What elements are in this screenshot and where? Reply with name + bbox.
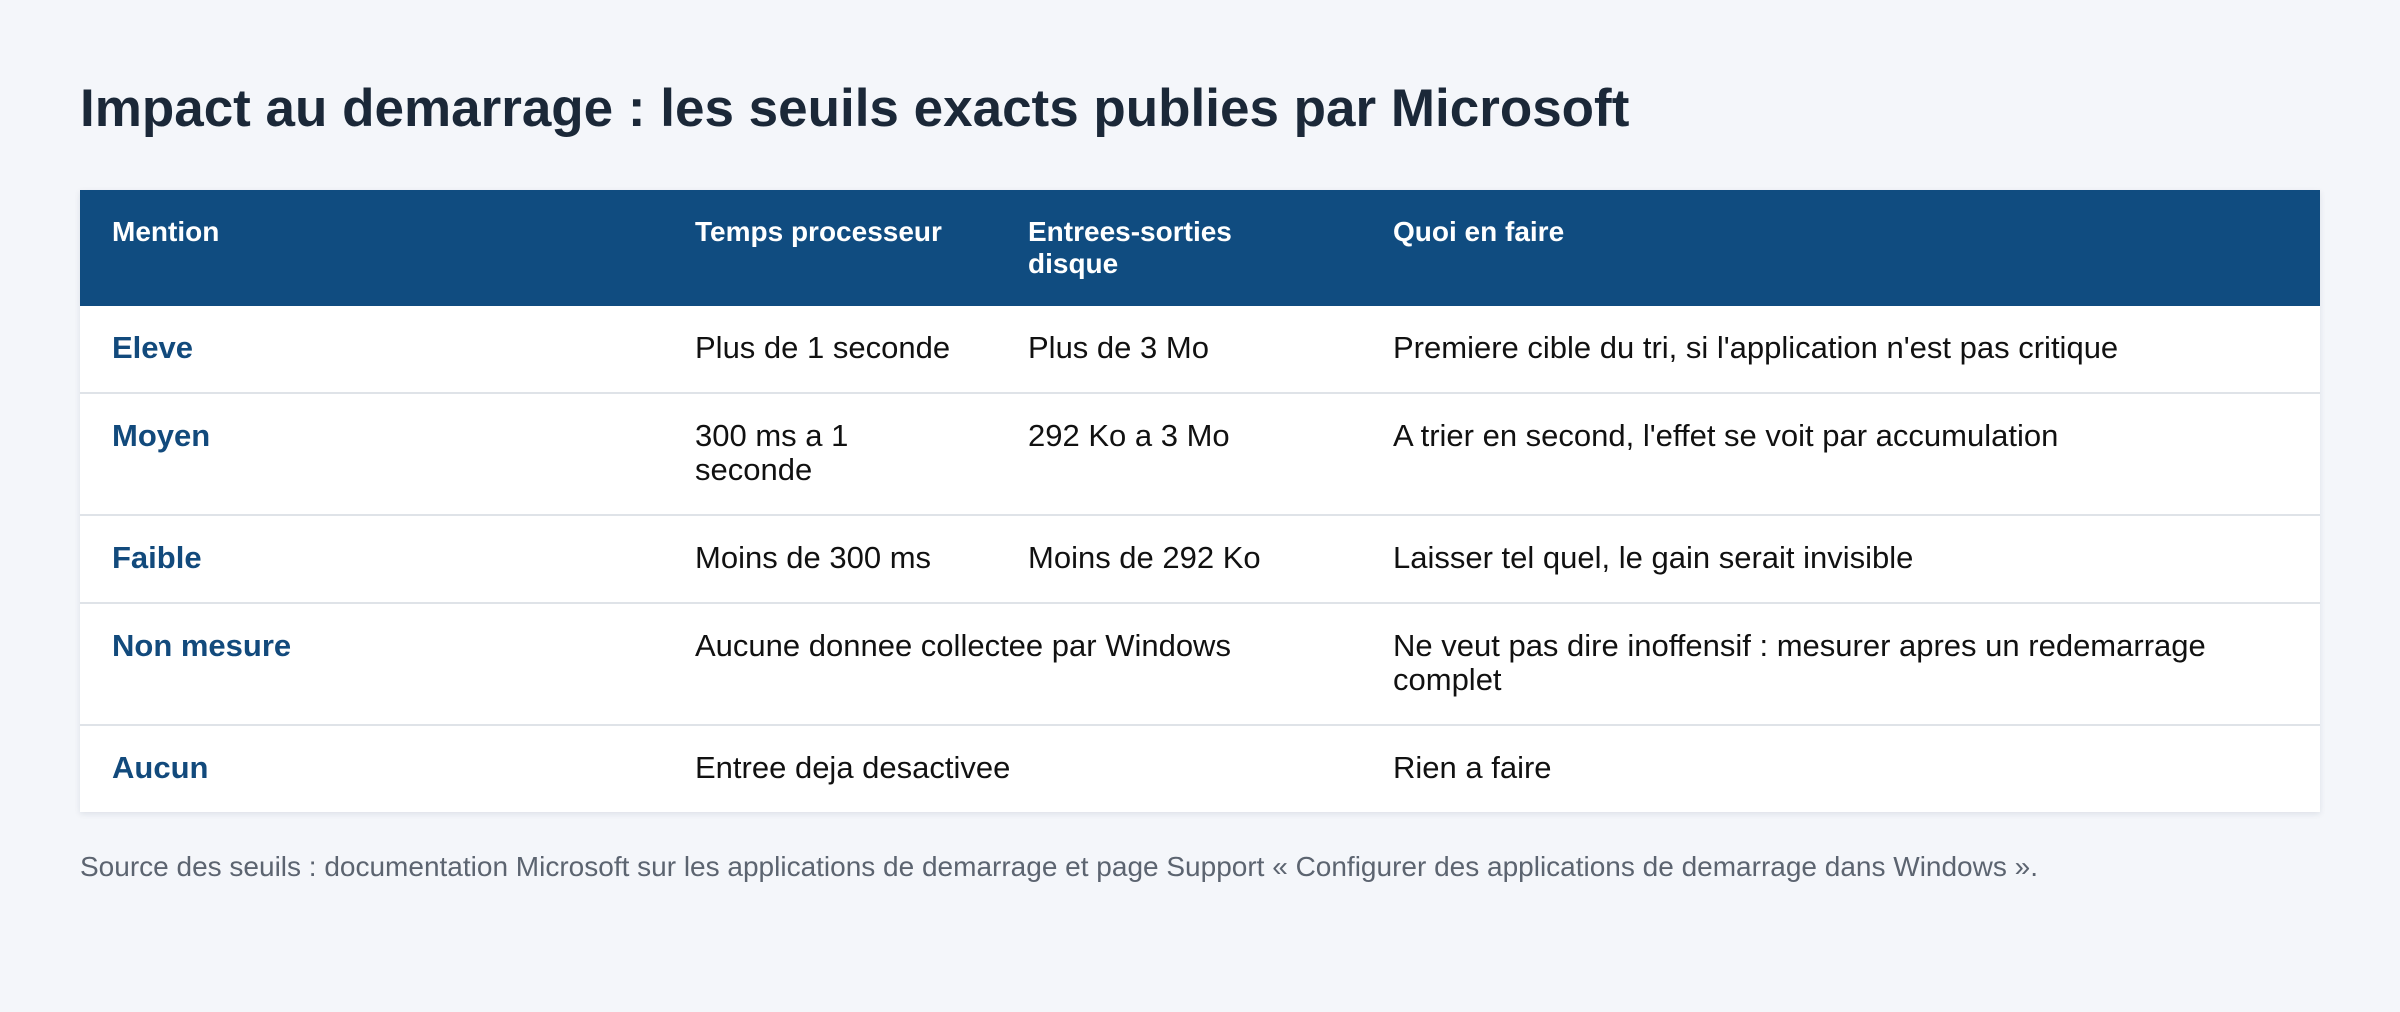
row-mention: Faible	[80, 514, 663, 603]
row-mention: Non mesure	[80, 602, 663, 725]
row-cpu: Moins de 300 ms	[663, 514, 996, 603]
table-header: Mention Temps processeur Entrees-sorties…	[80, 190, 2320, 306]
row-action: Rien a faire	[1361, 724, 2320, 812]
page-title: Impact au demarrage : les seuils exacts …	[80, 79, 1630, 138]
row-cpu: 300 ms a 1 seconde	[663, 392, 996, 515]
table-row: Eleve Plus de 1 seconde Plus de 3 Mo Pre…	[80, 306, 2320, 393]
row-mention: Eleve	[112, 330, 194, 365]
thresholds-table: Mention Temps processeur Entrees-sorties…	[80, 190, 2320, 812]
row-action: Laisser tel quel, le gain serait invisib…	[1361, 514, 2320, 603]
table-header-row: Mention Temps processeur Entrees-sorties…	[80, 190, 2320, 306]
table-row: Faible Moins de 300 ms Moins de 292 Ko L…	[80, 514, 2320, 603]
row-action: Ne veut pas dire inoffensif : mesurer ap…	[1361, 602, 2320, 725]
row-disk: Plus de 3 Mo	[1028, 330, 1209, 365]
header-cpu-time: Temps processeur	[663, 190, 996, 306]
row-mention: Aucun	[80, 724, 663, 812]
row-cpu: Plus de 1 seconde	[695, 330, 951, 365]
row-action: Premiere cible du tri, si l'application …	[1393, 330, 2119, 365]
source-footnote: Source des seuils : documentation Micros…	[80, 851, 2038, 882]
table-body: Eleve Plus de 1 seconde Plus de 3 Mo Pre…	[80, 306, 2320, 812]
header-what-to-do: Quoi en faire	[1361, 190, 2320, 306]
table-row: Aucun Entree deja desactivee Rien a fair…	[80, 724, 2320, 812]
row-merged-status: Entree deja desactivee	[663, 724, 1361, 812]
table-row: Non mesure Aucune donnee collectee par W…	[80, 602, 2320, 725]
row-mention: Moyen	[80, 392, 663, 515]
header-mention: Mention	[80, 190, 663, 306]
row-action: A trier en second, l'effet se voit par a…	[1361, 392, 2320, 515]
row-merged-status: Aucune donnee collectee par Windows	[663, 602, 1361, 725]
thresholds-table-card: Mention Temps processeur Entrees-sorties…	[80, 190, 2320, 812]
row-disk: 292 Ko a 3 Mo	[996, 392, 1361, 515]
table-row: Moyen 300 ms a 1 seconde 292 Ko a 3 Mo A…	[80, 392, 2320, 515]
row-disk: Moins de 292 Ko	[996, 514, 1361, 603]
header-disk-io: Entrees-sorties disque	[996, 190, 1361, 306]
